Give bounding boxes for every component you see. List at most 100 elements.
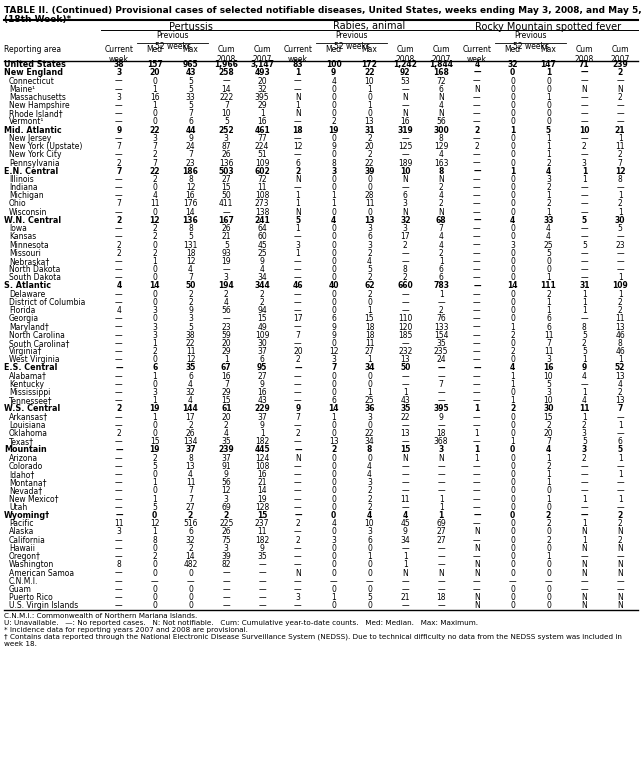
- Text: —: —: [437, 470, 445, 479]
- Text: 22: 22: [365, 158, 374, 168]
- Text: —: —: [581, 585, 588, 594]
- Text: 12: 12: [222, 487, 231, 496]
- Text: N: N: [617, 85, 623, 94]
- Text: N: N: [474, 593, 479, 602]
- Text: 0: 0: [331, 183, 336, 192]
- Text: 7: 7: [224, 101, 229, 110]
- Text: 136: 136: [219, 158, 233, 168]
- Text: 0: 0: [367, 183, 372, 192]
- Text: 2: 2: [546, 536, 551, 545]
- Text: Rabies, animal: Rabies, animal: [333, 21, 406, 32]
- Text: —: —: [473, 552, 481, 561]
- Text: —: —: [401, 503, 409, 512]
- Text: 4: 4: [188, 265, 193, 274]
- Text: —: —: [545, 577, 553, 586]
- Text: 6: 6: [331, 315, 336, 324]
- Text: —: —: [115, 298, 122, 307]
- Text: —: —: [616, 101, 624, 110]
- Text: —: —: [473, 240, 481, 249]
- Text: 2: 2: [116, 216, 122, 225]
- Text: 2: 2: [117, 158, 121, 168]
- Text: —: —: [473, 93, 481, 102]
- Text: 1: 1: [582, 306, 587, 315]
- Text: —: —: [294, 274, 302, 282]
- Text: 4: 4: [438, 191, 444, 200]
- Text: —: —: [473, 519, 481, 528]
- Text: —: —: [294, 298, 302, 307]
- Text: —: —: [115, 85, 122, 94]
- Text: N: N: [617, 544, 623, 553]
- Text: 4: 4: [582, 371, 587, 381]
- Text: —: —: [616, 503, 624, 512]
- Text: 1: 1: [153, 101, 157, 110]
- Text: 0: 0: [510, 544, 515, 553]
- Text: 241: 241: [254, 216, 270, 225]
- Text: 5: 5: [188, 322, 193, 331]
- Text: —: —: [294, 577, 302, 586]
- Text: —: —: [222, 568, 230, 578]
- Text: —: —: [437, 478, 445, 487]
- Text: 0: 0: [367, 371, 372, 381]
- Text: 0: 0: [331, 85, 336, 94]
- Text: 46: 46: [615, 347, 625, 356]
- Text: 0: 0: [510, 478, 515, 487]
- Text: 411: 411: [219, 199, 233, 208]
- Text: Florida: Florida: [9, 306, 35, 315]
- Text: 2: 2: [510, 330, 515, 340]
- Text: —: —: [437, 560, 445, 569]
- Text: —: —: [473, 306, 481, 315]
- Text: —: —: [258, 601, 266, 610]
- Text: —: —: [581, 232, 588, 241]
- Text: 3: 3: [188, 315, 193, 324]
- Text: 23: 23: [615, 240, 625, 249]
- Text: 4: 4: [260, 265, 265, 274]
- Text: 0: 0: [188, 585, 193, 594]
- Text: 0: 0: [331, 585, 336, 594]
- Text: 10: 10: [365, 77, 374, 86]
- Text: N: N: [474, 528, 479, 537]
- Text: 20: 20: [149, 68, 160, 77]
- Text: —: —: [473, 412, 481, 421]
- Text: 95: 95: [257, 364, 267, 372]
- Text: 1: 1: [153, 396, 157, 406]
- Text: 13: 13: [615, 371, 625, 381]
- Text: 1: 1: [618, 470, 622, 479]
- Text: 4: 4: [438, 150, 444, 159]
- Text: 2: 2: [116, 405, 122, 414]
- Text: 0: 0: [331, 109, 336, 118]
- Text: —: —: [401, 183, 409, 192]
- Text: —: —: [115, 183, 122, 192]
- Text: 0: 0: [367, 298, 372, 307]
- Text: 0: 0: [546, 593, 551, 602]
- Text: 11: 11: [114, 519, 124, 528]
- Text: 0: 0: [510, 421, 515, 430]
- Text: 1: 1: [546, 298, 551, 307]
- Text: N: N: [295, 175, 301, 184]
- Text: 4: 4: [367, 470, 372, 479]
- Text: Rhode Island†: Rhode Island†: [9, 109, 63, 118]
- Text: 0: 0: [546, 528, 551, 537]
- Text: —: —: [294, 134, 302, 143]
- Text: —: —: [115, 347, 122, 356]
- Text: —: —: [473, 536, 481, 545]
- Text: 17: 17: [186, 412, 196, 421]
- Text: 19: 19: [149, 405, 160, 414]
- Text: N: N: [438, 454, 444, 462]
- Text: 1: 1: [438, 257, 444, 266]
- Text: 4: 4: [117, 306, 121, 315]
- Text: 0: 0: [510, 429, 515, 438]
- Text: N: N: [295, 568, 301, 578]
- Text: 0: 0: [153, 601, 157, 610]
- Text: 71: 71: [579, 60, 590, 69]
- Text: —: —: [581, 150, 588, 159]
- Text: —: —: [437, 396, 445, 406]
- Text: 19: 19: [328, 126, 339, 135]
- Text: 0: 0: [367, 421, 372, 430]
- Text: —: —: [401, 249, 409, 258]
- Text: 2: 2: [296, 356, 300, 365]
- Text: 0: 0: [510, 536, 515, 545]
- Text: —: —: [401, 290, 409, 299]
- Text: —: —: [616, 412, 624, 421]
- Text: —: —: [473, 134, 481, 143]
- Text: 5: 5: [188, 101, 193, 110]
